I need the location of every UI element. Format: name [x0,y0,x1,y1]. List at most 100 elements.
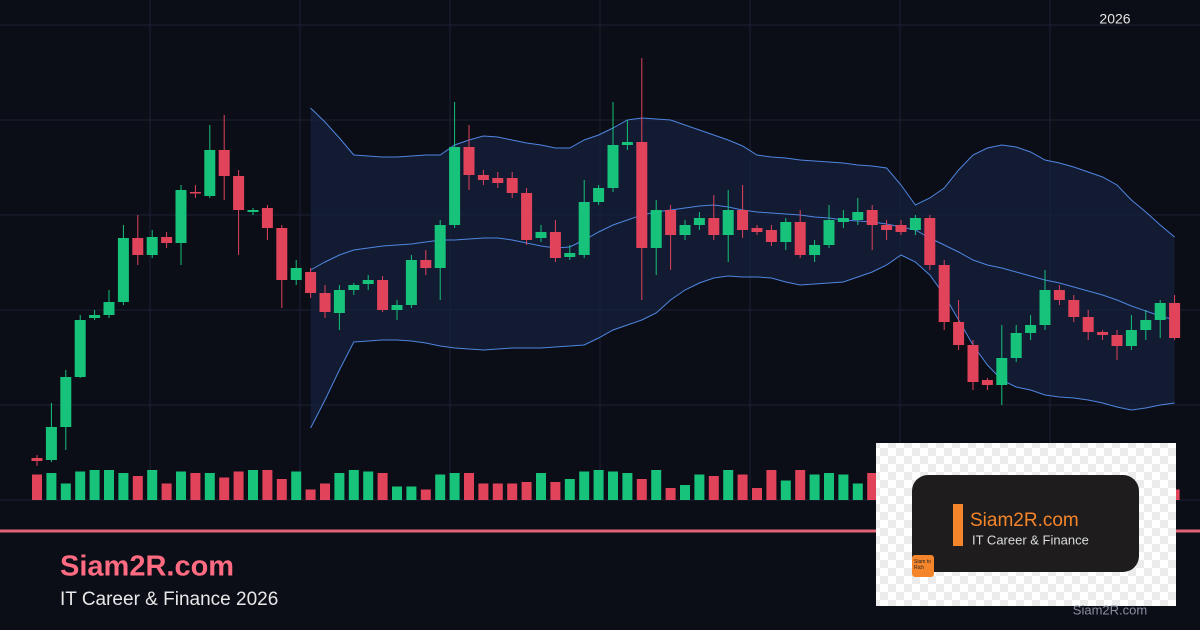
candle-body [189,192,201,194]
volume-bar [406,486,417,500]
volume-bar [564,479,575,500]
volume-bar [809,474,820,500]
volume-bar [305,489,316,500]
logo-bar [953,504,963,546]
volume-bar [824,473,834,500]
candle-body [535,232,547,238]
candle-body [895,225,907,232]
volume-bar [204,473,215,500]
volume-bar [161,483,172,500]
volume-bar [75,471,86,500]
volume-bar [665,488,676,500]
volume-bar [608,471,618,500]
volume-bar [348,470,359,500]
volume-bar [867,473,878,500]
volume-bar [622,473,633,500]
volume-bar [219,477,230,500]
volume-bar [536,473,546,500]
volume-bar [680,485,690,500]
volume-bar [507,483,518,500]
candle-body [809,245,821,255]
candle-body [708,218,720,235]
volume-bar [737,474,748,500]
volume-bar [392,486,402,500]
candle-body [607,145,619,188]
candle-body [837,218,849,222]
volume-bar [723,470,734,500]
candle-body [175,190,187,243]
candle-body [693,218,705,225]
volume-bar [852,483,863,500]
volume-bar [32,474,42,500]
candle-body [319,293,331,312]
watermark: Siam2R.com [1073,602,1147,617]
candle-body [621,142,633,145]
candle-body [650,210,662,248]
candle-body [477,175,489,180]
candle-body [247,210,259,212]
volume-bar [104,470,114,500]
brand-subtitle: IT Career & Finance 2026 [60,589,278,610]
candle-body [924,218,936,265]
candle-body [132,238,144,255]
volume-bar [132,476,143,500]
candle-body [521,193,533,240]
candle-body [967,345,979,382]
candle-body [823,220,835,245]
candle-body [89,315,101,318]
volume-bar [377,473,388,500]
logo-card [912,475,1139,572]
candle-body [45,427,57,460]
candle-body [492,178,504,183]
volume-bar [780,480,791,500]
candle-body [1111,335,1123,346]
candle-body [564,253,576,257]
candle-body [449,147,461,225]
volume-bar [147,470,158,500]
candle-body [593,188,605,202]
candle-body [981,380,993,385]
volume-bar [435,474,446,500]
band-line [310,254,1175,429]
logo-subtitle: IT Career & Finance [972,532,1089,547]
candle-body [348,285,360,290]
candle-body [434,225,446,268]
candle-body [866,210,878,225]
volume-bar [248,470,258,500]
volume-bar [46,473,57,500]
candle-body [60,377,72,427]
candle-body [117,238,129,302]
candle-body [852,212,864,220]
volume-bar [766,470,777,500]
candle-body [679,225,691,235]
candle-body [31,458,43,461]
candle-body [909,218,921,230]
candle-body [233,176,245,210]
volume-bar [176,471,186,500]
candle-body [405,260,417,305]
candle-body [938,265,950,322]
candle-body [1039,290,1051,325]
volume-bar [651,470,662,500]
volume-bar [276,479,287,500]
candle-body [377,280,389,310]
candle-body [578,202,590,255]
candle-body [1025,325,1037,333]
candle-body [362,280,374,284]
volume-bar [334,473,345,500]
candle-body [391,305,403,310]
volume-bar [449,473,460,500]
candle-body [1053,290,1065,300]
candle-body [1169,303,1181,338]
volume-bar [233,471,244,500]
badge-text: Siam to Rich [914,559,931,571]
volume-bar [636,479,647,500]
candle-body [506,178,518,193]
candle-body [1068,300,1080,317]
volume-bar [118,473,129,500]
candle-body [996,358,1008,385]
candle-body [881,225,893,230]
candle-body [794,222,806,255]
volume-bar [190,473,201,500]
candle-body [261,208,273,228]
